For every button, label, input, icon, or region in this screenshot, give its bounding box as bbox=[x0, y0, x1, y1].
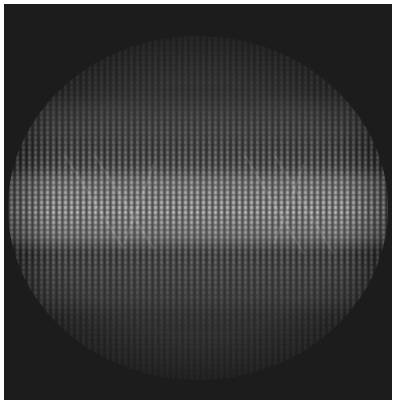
interference-pattern-image bbox=[4, 4, 392, 400]
fringe-region bbox=[8, 36, 388, 380]
image-frame bbox=[4, 4, 392, 400]
